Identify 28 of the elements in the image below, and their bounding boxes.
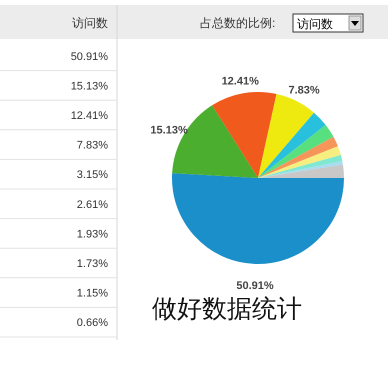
pie-slice: [258, 94, 314, 178]
pie-slice: [258, 146, 341, 178]
data-label: 7.83%: [288, 84, 320, 97]
text: 占总数的比例:: [200, 16, 276, 30]
text: 1.15%: [76, 288, 108, 300]
text: 15.13%: [70, 80, 108, 92]
text: 7.83%: [76, 140, 108, 152]
text: 3.15%: [76, 169, 108, 182]
text: 访问数: [297, 17, 333, 31]
text: 访问数: [72, 16, 108, 30]
data-label: 50.91%: [236, 280, 274, 292]
pie-slice: [258, 161, 343, 178]
pie-slice: [258, 136, 338, 178]
text: 1.93%: [76, 228, 108, 240]
pie-slice: [258, 124, 334, 178]
pie-slice: [212, 92, 276, 178]
text: 50.91%: [70, 50, 108, 63]
text: 2.61%: [76, 198, 108, 211]
pie-slice: [258, 155, 342, 178]
data-label: 12.41%: [222, 75, 260, 88]
pie-slice: [258, 164, 344, 178]
text: 12.41%: [70, 110, 108, 122]
text: 做好数据统计: [152, 295, 302, 323]
pie-slice: [258, 112, 326, 178]
text: 1.73%: [76, 258, 108, 270]
data-label: 15.13%: [150, 124, 188, 137]
text: 0.66%: [76, 317, 108, 330]
pie-slice: [172, 173, 344, 264]
